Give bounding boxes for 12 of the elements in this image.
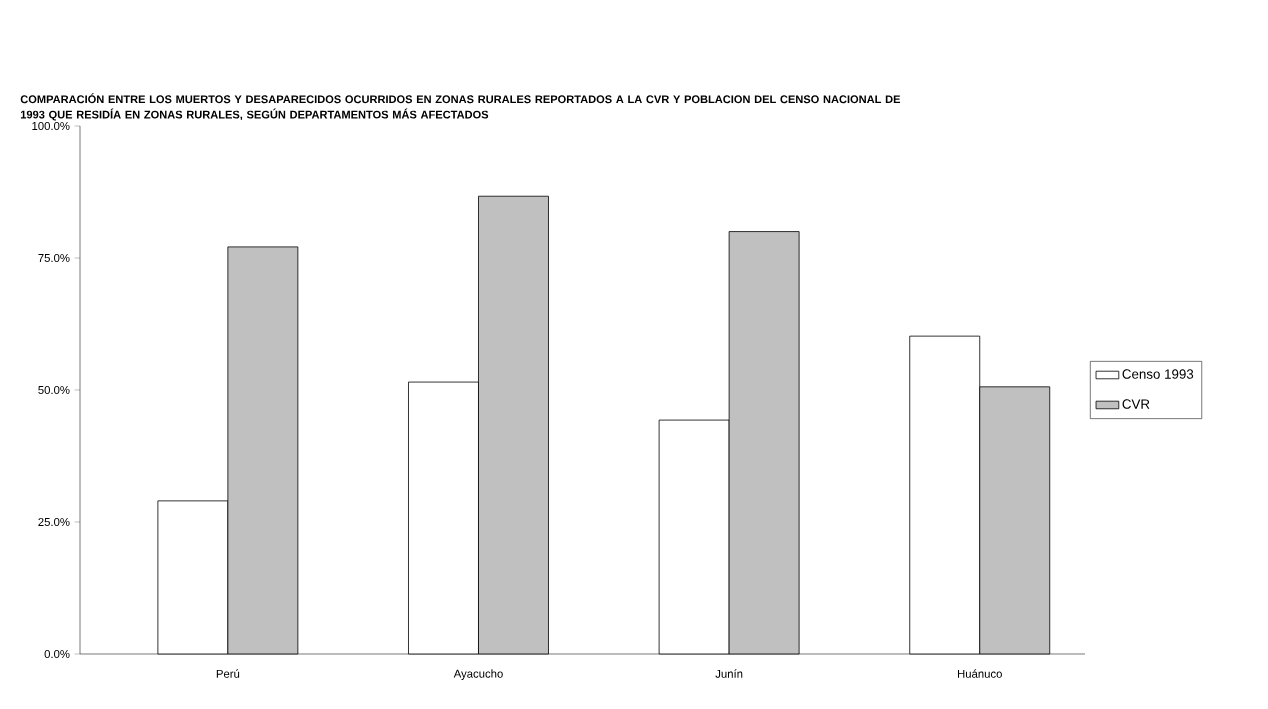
chart-title: COMPARACIÓN ENTRE LOS MUERTOS Y DESAPARECIDOS OCURRIDOS EN ZONAS RURALES REPORTADOS A LA CVR Y POBLACION DEL CENSO NACIONAL DE 1993 QUE RESIDÍA EN ZONAS RURALES, SEGÚN DEPARTAMENTOS MÁS AFECTADOS	[20, 93, 901, 121]
y-tick-label: 0.0%	[44, 649, 70, 658]
x-tick-label: Huánuco	[957, 669, 1002, 678]
legend-label: Censo 1993	[1122, 369, 1194, 379]
x-tick-label: Perú	[216, 669, 240, 678]
y-tick-label: 50.0%	[38, 385, 70, 394]
x-tick-label: Ayacucho	[453, 669, 503, 680]
y-tick-label: 25.0%	[38, 517, 70, 526]
y-tick-label: 75.0%	[38, 253, 70, 262]
x-tick-label: Junín	[715, 669, 743, 678]
y-tick-label: 100.0%	[32, 121, 70, 130]
legend-label: CVR	[1122, 399, 1150, 409]
